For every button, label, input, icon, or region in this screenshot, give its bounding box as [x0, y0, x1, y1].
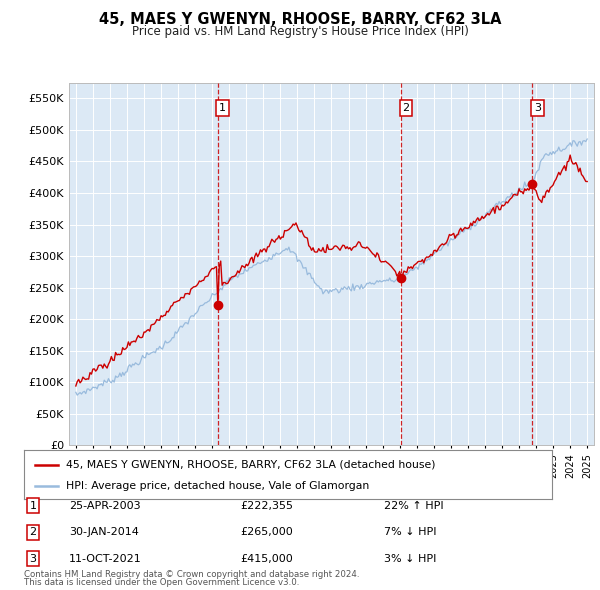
- Text: Price paid vs. HM Land Registry's House Price Index (HPI): Price paid vs. HM Land Registry's House …: [131, 25, 469, 38]
- Text: 1: 1: [219, 103, 226, 113]
- Text: 3: 3: [29, 554, 37, 563]
- Text: 22% ↑ HPI: 22% ↑ HPI: [384, 501, 443, 510]
- Text: 25-APR-2003: 25-APR-2003: [69, 501, 140, 510]
- Text: 7% ↓ HPI: 7% ↓ HPI: [384, 527, 437, 537]
- Text: 3% ↓ HPI: 3% ↓ HPI: [384, 554, 436, 563]
- Text: £415,000: £415,000: [240, 554, 293, 563]
- Text: 1: 1: [29, 501, 37, 510]
- Text: 2: 2: [29, 527, 37, 537]
- Text: 30-JAN-2014: 30-JAN-2014: [69, 527, 139, 537]
- Text: £265,000: £265,000: [240, 527, 293, 537]
- Text: 11-OCT-2021: 11-OCT-2021: [69, 554, 142, 563]
- Text: £222,355: £222,355: [240, 501, 293, 510]
- Text: HPI: Average price, detached house, Vale of Glamorgan: HPI: Average price, detached house, Vale…: [66, 481, 370, 491]
- Text: 45, MAES Y GWENYN, RHOOSE, BARRY, CF62 3LA (detached house): 45, MAES Y GWENYN, RHOOSE, BARRY, CF62 3…: [66, 460, 436, 470]
- Text: 45, MAES Y GWENYN, RHOOSE, BARRY, CF62 3LA: 45, MAES Y GWENYN, RHOOSE, BARRY, CF62 3…: [99, 12, 501, 27]
- Text: 2: 2: [403, 103, 410, 113]
- Text: Contains HM Land Registry data © Crown copyright and database right 2024.: Contains HM Land Registry data © Crown c…: [24, 571, 359, 579]
- Text: 3: 3: [534, 103, 541, 113]
- Text: This data is licensed under the Open Government Licence v3.0.: This data is licensed under the Open Gov…: [24, 578, 299, 587]
